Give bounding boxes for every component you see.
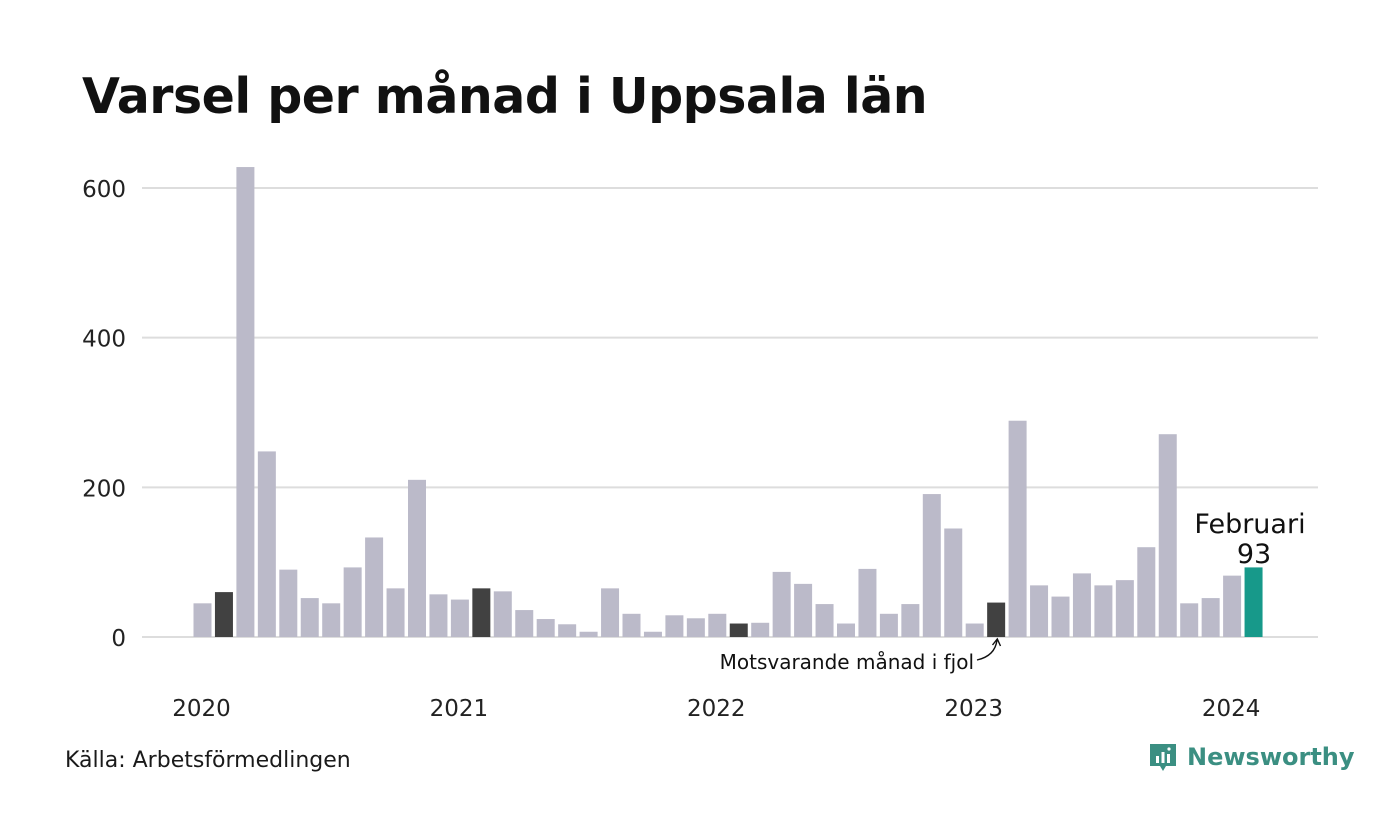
bar [837, 623, 855, 637]
brand-name: Newsworthy [1187, 743, 1355, 771]
bar [322, 603, 341, 637]
x-tick-label: 2022 [687, 696, 746, 722]
bar [429, 594, 448, 637]
y-tick-label: 400 [82, 327, 126, 353]
bar [1115, 580, 1134, 637]
bar [408, 479, 426, 637]
bar [751, 622, 770, 637]
bar [879, 613, 898, 637]
current-value-label: 93 [1237, 539, 1271, 570]
bar [686, 618, 705, 637]
bar [450, 599, 469, 637]
bar [622, 613, 641, 637]
bar [1201, 598, 1220, 637]
bar [858, 568, 877, 637]
bar [944, 528, 963, 637]
bar-chart-logo-icon [1150, 744, 1176, 771]
bar [536, 619, 555, 637]
bar [343, 567, 362, 637]
x-tick-label: 2020 [172, 696, 231, 722]
bar [257, 451, 276, 637]
bar [386, 588, 405, 637]
bar [1137, 547, 1156, 637]
current-month-bar [1244, 567, 1263, 637]
bar [794, 583, 813, 637]
chart-title: Varsel per månad i Uppsala län [82, 68, 928, 125]
bar [579, 631, 598, 637]
bar [515, 610, 534, 637]
comparison-month-bar [472, 588, 491, 637]
source-label: Källa: Arbetsförmedlingen [65, 748, 351, 773]
x-tick-label: 2023 [944, 696, 1003, 722]
annotations: Februari 93 Motsvarande månad i fjol [720, 509, 1306, 674]
bar [965, 623, 984, 637]
bar [558, 624, 577, 637]
bar [279, 569, 298, 637]
comparison-annotation-label: Motsvarande månad i fjol [720, 650, 974, 674]
bar [365, 537, 384, 637]
bar [1158, 434, 1177, 637]
bar [193, 603, 212, 637]
bar [901, 604, 920, 637]
bar [1008, 420, 1027, 637]
bar [643, 631, 662, 637]
bar [1072, 573, 1091, 637]
bar [1051, 596, 1070, 637]
bar [1180, 603, 1199, 637]
bar [601, 588, 620, 637]
bar [1094, 585, 1113, 637]
bars [193, 167, 1263, 637]
bar [922, 494, 941, 637]
annotation-arrow [976, 639, 998, 661]
comparison-month-bar [729, 623, 748, 637]
x-tick-label: 2024 [1202, 696, 1261, 722]
bar [772, 571, 791, 637]
x-tick-label: 2021 [430, 696, 489, 722]
bar-chart: 0 200 400 600 2020 2021 2022 2023 2024 Februari… [82, 167, 1318, 722]
y-tick-label: 200 [82, 476, 126, 502]
bar [236, 167, 255, 637]
y-tick-label: 0 [111, 626, 126, 652]
x-axis-ticks: 2020 2021 2022 2023 2024 [172, 696, 1260, 722]
bar [1223, 575, 1242, 637]
y-tick-label: 600 [82, 177, 126, 203]
bar [708, 613, 727, 637]
bar [493, 591, 512, 637]
bar [815, 604, 834, 637]
bar [300, 598, 319, 637]
comparison-month-bar [214, 592, 233, 637]
newsworthy-logo: Newsworthy [1148, 742, 1355, 772]
bar [665, 615, 684, 637]
bar [1030, 585, 1049, 637]
annotation-arrowhead [991, 637, 1002, 647]
comparison-month-bar [987, 602, 1006, 637]
current-month-label: Februari [1194, 509, 1305, 540]
y-axis-ticks: 0 200 400 600 [82, 177, 126, 652]
